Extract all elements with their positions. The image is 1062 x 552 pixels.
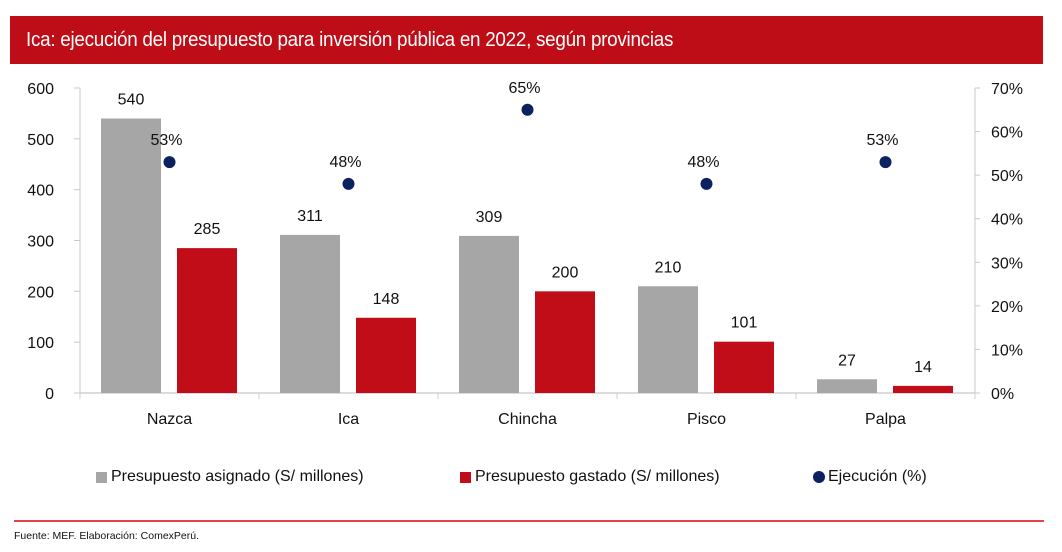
bar-spent-label: 285 (194, 221, 221, 238)
bar-assigned (459, 235, 519, 393)
bar-assigned (817, 379, 877, 393)
x-axis-category-label: Ica (338, 411, 359, 428)
left-axis-tick-label: 0 (45, 386, 54, 403)
legend-item-assigned: Presupuesto asignado (S/ millones) (96, 468, 364, 486)
source-note: Fuente: MEF. Elaboración: ComexPerú. (14, 530, 200, 542)
legend-item-spent: Presupuesto gastado (S/ millones) (460, 468, 720, 486)
bar-assigned (101, 118, 161, 393)
left-axis-tick-label: 300 (27, 234, 54, 251)
bar-assigned-label: 311 (297, 208, 323, 225)
right-axis-tick-label: 60% (991, 125, 1023, 142)
left-axis-tick-label: 100 (27, 335, 54, 352)
bar-spent-label: 14 (914, 359, 932, 376)
legend-item-execution: Ejecución (%) (813, 468, 927, 486)
execution-point (163, 156, 176, 169)
x-axis-category-label: Nazca (147, 411, 192, 428)
bar-spent (893, 385, 953, 393)
execution-point-label: 48% (687, 154, 719, 171)
bar-spent (356, 317, 416, 393)
footer-divider (14, 520, 1044, 522)
data-labels: 540 311 309 210 27 285 148 200 101 14 53% 48% 65% 48%… (118, 80, 932, 376)
chart-title-bar: Ica: ejecución del presupuesto para inve… (10, 16, 1043, 64)
right-axis-tick-label: 20% (991, 299, 1023, 316)
bar-assigned (280, 234, 340, 393)
legend-swatch-execution (813, 471, 825, 483)
bar-spent (535, 291, 595, 393)
execution-point (342, 177, 355, 190)
right-axis-tick-label: 10% (991, 342, 1023, 359)
chart-title: Ica: ejecución del presupuesto para inve… (26, 28, 674, 51)
x-axis-category-label: Pisco (687, 411, 726, 428)
legend-swatch-spent (460, 471, 471, 483)
bar-spent-label: 148 (373, 291, 400, 308)
execution-points (163, 103, 892, 190)
axes: 0 100 200 300 400 500 600 0% 10% 20% 30% 40% 50% 60% 7… (27, 81, 1023, 428)
execution-point (700, 177, 713, 190)
left-axis-tick-label: 500 (27, 132, 54, 149)
bar-spent-label: 101 (731, 315, 758, 332)
right-axis-tick-label: 40% (991, 212, 1023, 229)
execution-point-label: 48% (329, 154, 361, 171)
left-axis-tick-label: 400 (27, 183, 54, 200)
right-axis-tick-label: 0% (991, 386, 1014, 403)
bar-spent-label: 200 (552, 264, 579, 281)
left-axis-tick-label: 200 (27, 284, 54, 301)
right-axis-tick-label: 50% (991, 168, 1023, 185)
right-axis-tick-label: 70% (991, 81, 1023, 98)
bar-assigned-label: 27 (838, 352, 856, 369)
right-axis-tick-label: 30% (991, 255, 1023, 272)
x-axis-category-label: Chincha (498, 411, 557, 428)
execution-point-label: 53% (866, 132, 898, 149)
bar-assigned-label: 540 (118, 92, 145, 109)
bar-spent (177, 248, 237, 393)
execution-point (879, 156, 892, 169)
legend-swatch-assigned (96, 471, 107, 483)
legend: Presupuesto asignado (S/ millones) Presu… (96, 468, 996, 490)
bars (101, 118, 953, 393)
bar-spent (714, 341, 774, 393)
execution-point-label: 53% (150, 132, 182, 149)
bar-assigned-label: 309 (476, 209, 503, 226)
legend-label-execution: Ejecución (%) (828, 468, 927, 485)
bar-assigned (638, 286, 698, 393)
bar-assigned-label: 210 (655, 259, 682, 276)
execution-point (521, 103, 534, 116)
legend-label-spent: Presupuesto gastado (S/ millones) (475, 468, 720, 485)
left-axis-tick-label: 600 (27, 81, 54, 98)
x-axis-category-label: Palpa (865, 411, 906, 428)
legend-label-assigned: Presupuesto asignado (S/ millones) (111, 468, 364, 485)
execution-point-label: 65% (508, 80, 540, 97)
